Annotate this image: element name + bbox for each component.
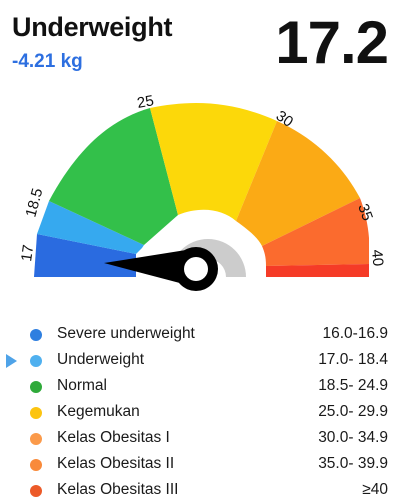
legend-range: ≥40 xyxy=(362,481,388,498)
legend-row-obesitas-2[interactable]: Kelas Obesitas II 35.0- 39.9 xyxy=(0,452,402,478)
bmi-gauge-svg: 17 18.5 25 30 35 40 xyxy=(18,92,386,291)
gauge-segment-obesitas-2 xyxy=(262,198,369,266)
legend-label: Kegemukan xyxy=(57,403,140,420)
bmi-header: Underweight -4.21 kg 17.2 xyxy=(0,0,402,90)
legend-label: Kelas Obesitas I xyxy=(57,429,170,446)
gauge-tick-40: 40 xyxy=(368,249,386,267)
legend-dot xyxy=(30,407,42,419)
legend-row-obesitas-1[interactable]: Kelas Obesitas I 30.0- 34.9 xyxy=(0,426,402,452)
gauge-tick-18-5: 18.5 xyxy=(22,186,46,219)
gauge-tick-35: 35 xyxy=(354,202,376,223)
legend-row-obesitas-3[interactable]: Kelas Obesitas III ≥40 xyxy=(0,478,402,504)
gauge-tick-25: 25 xyxy=(136,92,155,112)
legend-dot xyxy=(30,459,42,471)
legend-dot xyxy=(30,329,42,341)
weight-difference: -4.21 kg xyxy=(12,51,83,72)
legend-label: Kelas Obesitas III xyxy=(57,481,179,498)
gauge-tick-17: 17 xyxy=(18,244,37,263)
gauge-segment-obesitas-1 xyxy=(236,121,360,246)
bmi-gauge: 17 18.5 25 30 35 40 xyxy=(0,88,402,300)
gauge-needle xyxy=(104,247,218,291)
legend-range: 30.0- 34.9 xyxy=(318,429,388,446)
legend-row-normal[interactable]: Normal 18.5- 24.9 xyxy=(0,374,402,400)
legend-range: 25.0- 29.9 xyxy=(318,403,388,420)
legend-label: Severe underweight xyxy=(57,325,195,342)
legend-row-kegemukan[interactable]: Kegemukan 25.0- 29.9 xyxy=(0,400,402,426)
legend-range: 35.0- 39.9 xyxy=(318,455,388,472)
gauge-segment-underweight xyxy=(37,201,144,254)
legend-range: 16.0-16.9 xyxy=(322,325,389,342)
legend-range: 17.0- 18.4 xyxy=(318,351,388,368)
legend-dot xyxy=(30,355,42,367)
gauge-needle-arm xyxy=(104,250,195,287)
legend-row-severe-underweight[interactable]: Severe underweight 16.0-16.9 xyxy=(0,322,402,348)
bmi-status-title: Underweight xyxy=(12,12,173,42)
gauge-segment-severe-underweight xyxy=(34,234,136,277)
gauge-tick-30: 30 xyxy=(273,107,296,130)
legend-range: 18.5- 24.9 xyxy=(318,377,388,394)
gauge-segment-obesitas-3 xyxy=(266,264,369,277)
gauge-segment-normal xyxy=(49,108,178,245)
gauge-needle-hub-center xyxy=(184,257,208,281)
legend-label: Underweight xyxy=(57,351,145,368)
legend-dot xyxy=(30,433,42,445)
legend-dot xyxy=(30,485,42,497)
selected-arrow-icon xyxy=(6,354,17,368)
legend-label: Normal xyxy=(57,377,107,394)
legend-row-underweight[interactable]: Underweight 17.0- 18.4 xyxy=(0,348,402,374)
legend-dot xyxy=(30,381,42,393)
gauge-segment-kegemukan xyxy=(150,103,277,221)
bmi-value: 17.2 xyxy=(275,9,389,76)
legend-label: Kelas Obesitas II xyxy=(57,455,175,472)
